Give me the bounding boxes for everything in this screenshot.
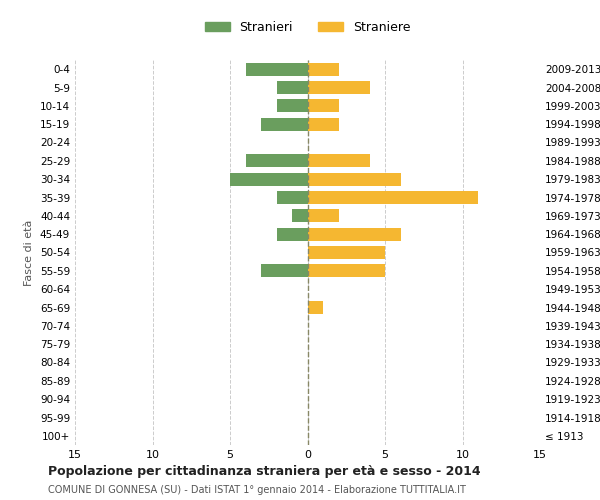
Bar bbox=[245, 154, 308, 167]
Bar bbox=[230, 173, 308, 186]
Bar bbox=[308, 154, 370, 167]
Bar bbox=[308, 246, 385, 259]
Bar bbox=[277, 81, 308, 94]
Bar bbox=[308, 81, 370, 94]
Bar bbox=[308, 228, 401, 240]
Y-axis label: Fasce di età: Fasce di età bbox=[25, 220, 34, 286]
Bar bbox=[277, 228, 308, 240]
Bar bbox=[292, 210, 308, 222]
Bar bbox=[308, 63, 338, 76]
Bar bbox=[308, 118, 338, 130]
Bar bbox=[308, 264, 385, 277]
Bar bbox=[261, 118, 308, 130]
Bar bbox=[308, 301, 323, 314]
Text: Popolazione per cittadinanza straniera per età e sesso - 2014: Popolazione per cittadinanza straniera p… bbox=[48, 465, 481, 478]
Bar bbox=[245, 63, 308, 76]
Bar bbox=[308, 210, 338, 222]
Bar bbox=[308, 173, 401, 186]
Bar bbox=[277, 191, 308, 204]
Bar bbox=[261, 264, 308, 277]
Bar bbox=[308, 191, 478, 204]
Bar bbox=[277, 100, 308, 112]
Text: COMUNE DI GONNESA (SU) - Dati ISTAT 1° gennaio 2014 - Elaborazione TUTTITALIA.IT: COMUNE DI GONNESA (SU) - Dati ISTAT 1° g… bbox=[48, 485, 466, 495]
Legend: Stranieri, Straniere: Stranieri, Straniere bbox=[199, 16, 415, 39]
Bar bbox=[308, 100, 338, 112]
